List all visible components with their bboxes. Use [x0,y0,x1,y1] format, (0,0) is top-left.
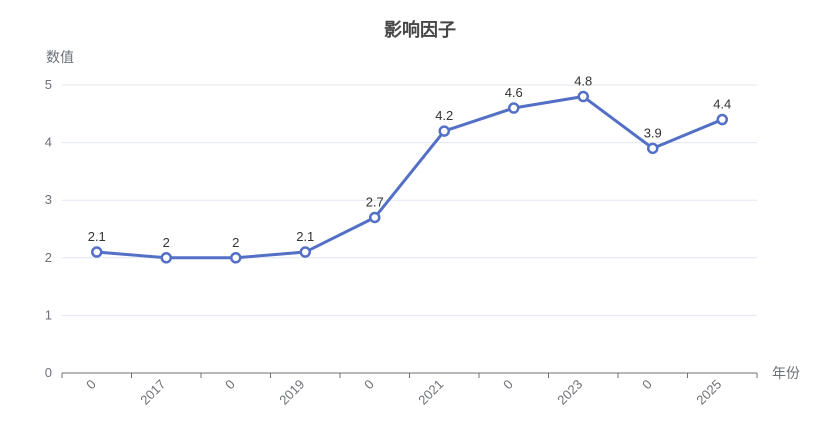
x-tick-label: 0 [500,377,516,393]
data-point-label: 2 [163,235,170,250]
data-point-label: 4.8 [574,74,592,89]
series-layer: 2.1 2 2 2.1 2.7 4.2 4.6 4.8 3.9 4.4 [88,74,731,264]
data-point-label: 2 [232,235,239,250]
data-point-marker[interactable] [438,125,450,137]
data-point-label: 4.2 [435,108,453,123]
x-tick-label: 2025 [693,377,724,408]
x-tick-label: 2019 [276,377,307,408]
data-point-marker[interactable] [160,252,172,264]
data-point-marker[interactable] [369,211,381,224]
data-point-label: 2.1 [88,229,106,244]
data-point-label: 2.7 [366,194,384,209]
data-point-label: 4.4 [713,97,731,112]
x-tick-label: 2017 [137,377,168,408]
x-tick-label: 0 [222,377,238,393]
y-tick-label: 4 [45,135,52,150]
series-line [95,95,724,260]
y-tick-label: 3 [45,192,52,207]
y-tick-label: 5 [45,77,52,92]
y-axis-name: 数值 [46,49,74,65]
x-axis-name: 年份 [772,365,800,381]
grid-layer [62,84,757,316]
data-point-marker[interactable] [299,246,311,258]
data-point-marker[interactable] [508,102,520,114]
data-point-marker[interactable] [647,142,659,155]
x-tick-label: 0 [639,377,655,393]
data-point-label: 4.6 [505,85,523,100]
x-tick-label: 2021 [415,377,446,408]
data-point-label: 2.1 [296,229,314,244]
data-point-marker[interactable] [577,90,589,103]
x-tick-label: 0 [83,377,99,393]
y-tick-label: 1 [45,307,52,322]
x-tick-label: 0 [361,377,377,393]
data-point-marker[interactable] [91,246,103,258]
data-point-marker[interactable] [716,113,728,126]
data-point-label: 3.9 [644,125,662,140]
chart-title: 影响因子 [384,19,456,40]
x-tick-label: 2023 [554,377,585,408]
y-tick-label: 0 [45,365,52,380]
y-tick-label: 2 [45,250,52,265]
data-point-marker[interactable] [230,252,242,264]
